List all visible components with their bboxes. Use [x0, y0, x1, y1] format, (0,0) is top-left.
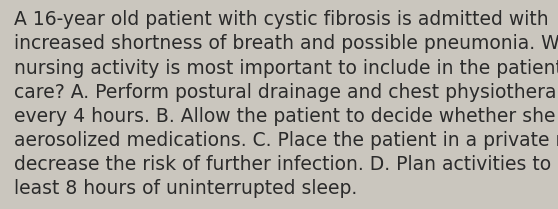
Text: least 8 hours of uninterrupted sleep.: least 8 hours of uninterrupted sleep. [14, 179, 357, 198]
Text: aerosolized medications. C. Place the patient in a private room to: aerosolized medications. C. Place the pa… [14, 131, 558, 150]
Text: nursing activity is most important to include in the patient's: nursing activity is most important to in… [14, 59, 558, 78]
Text: care? A. Perform postural drainage and chest physiotherapy: care? A. Perform postural drainage and c… [14, 83, 558, 102]
Text: every 4 hours. B. Allow the patient to decide whether she needs: every 4 hours. B. Allow the patient to d… [14, 107, 558, 126]
Text: decrease the risk of further infection. D. Plan activities to allow at: decrease the risk of further infection. … [14, 155, 558, 174]
Text: increased shortness of breath and possible pneumonia. Which: increased shortness of breath and possib… [14, 34, 558, 54]
Text: A 16-year old patient with cystic fibrosis is admitted with: A 16-year old patient with cystic fibros… [14, 10, 549, 29]
